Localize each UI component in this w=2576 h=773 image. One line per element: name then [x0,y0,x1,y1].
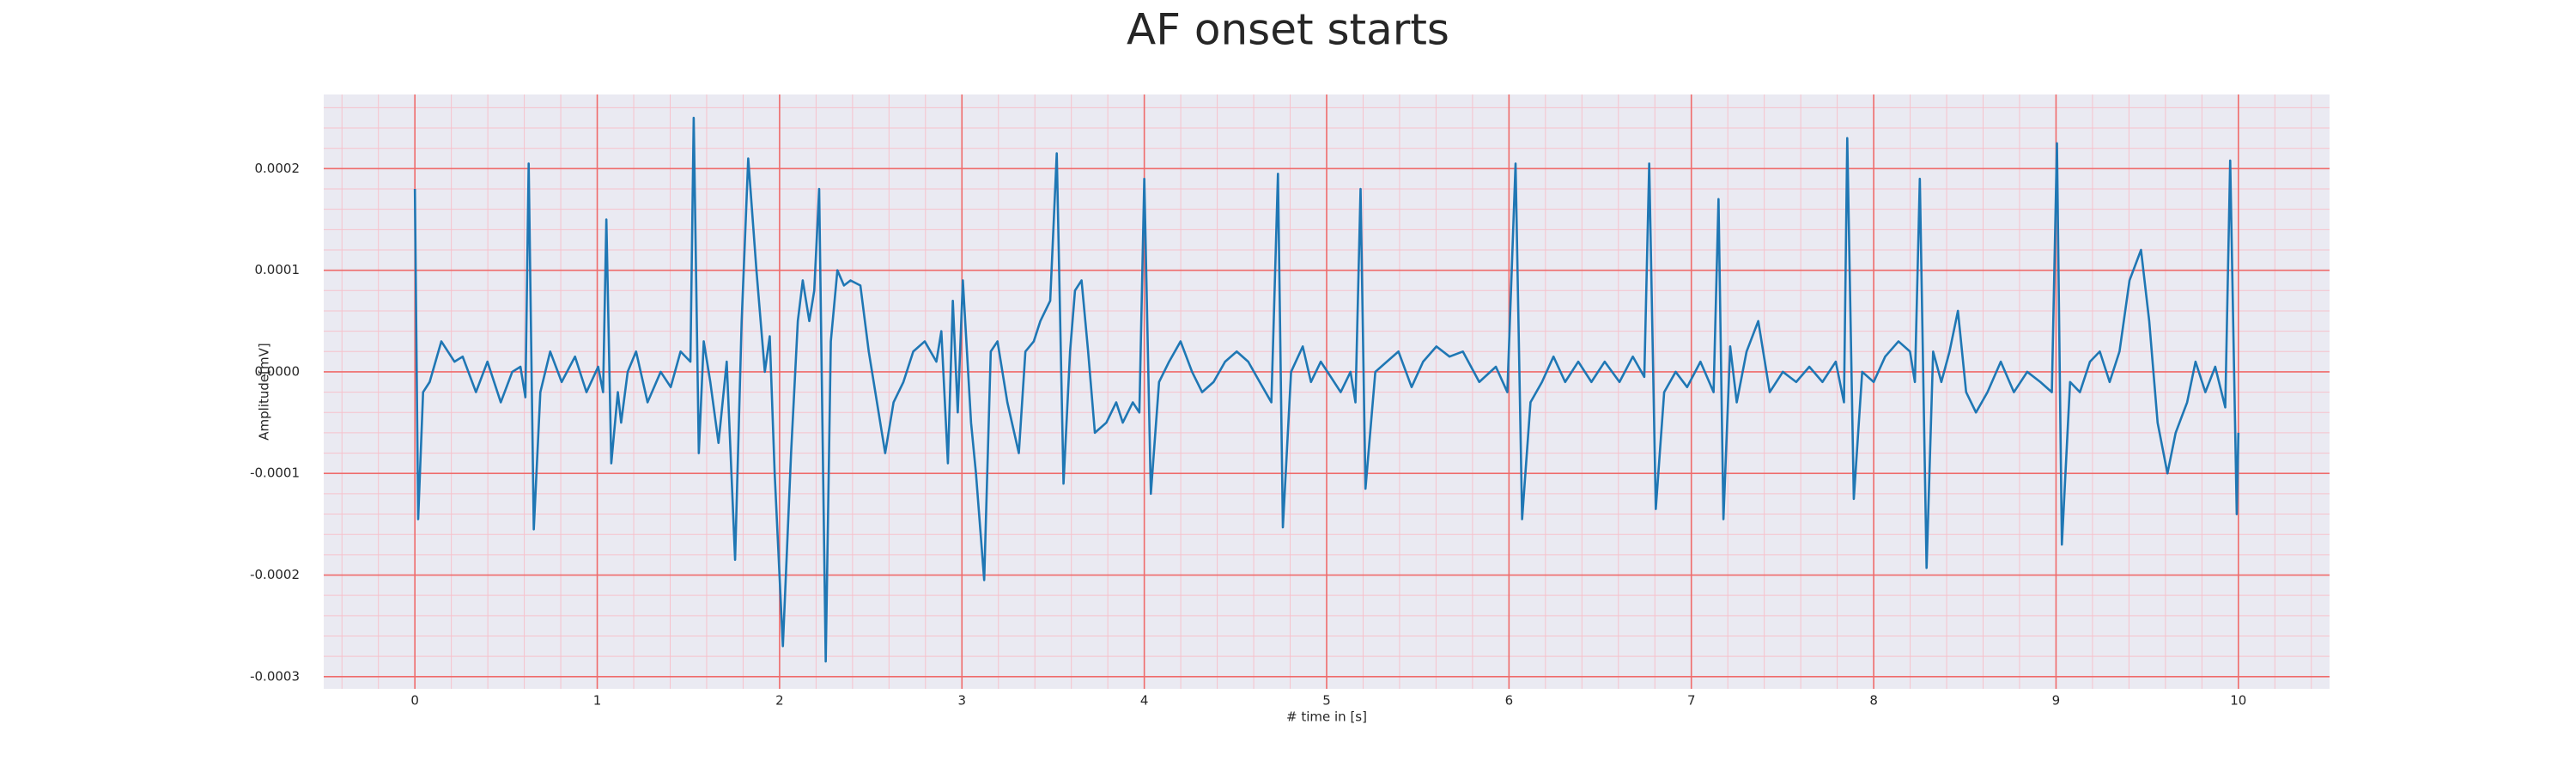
y-axis-label: Amplitude[mV] [257,343,272,440]
chart-title: AF onset starts [1127,5,1449,55]
y-tick-label: -0.0002 [250,567,300,582]
y-tick-label: -0.0003 [250,668,300,684]
x-tick-label: 7 [1687,693,1696,709]
x-tick-label: 8 [1869,693,1878,709]
x-tick-label: 2 [775,693,784,709]
y-tick-label: 0.0001 [255,262,301,277]
signal-line [413,116,2240,663]
x-tick-label: 5 [1322,693,1331,709]
x-tick-label: 0 [410,693,419,709]
x-tick-label: 3 [957,693,966,709]
x-tick-label: 6 [1505,693,1514,709]
x-tick-label: 4 [1140,693,1149,709]
x-tick-label: 10 [2230,693,2246,709]
x-tick-label: 1 [593,693,602,709]
y-tick-label: 0.0002 [255,161,301,176]
y-tick-label: -0.0001 [250,466,300,481]
x-axis-label: # time in [s] [1286,709,1367,725]
y-tick-label: 0.0000 [255,363,301,379]
x-tick-label: 9 [2052,693,2061,709]
